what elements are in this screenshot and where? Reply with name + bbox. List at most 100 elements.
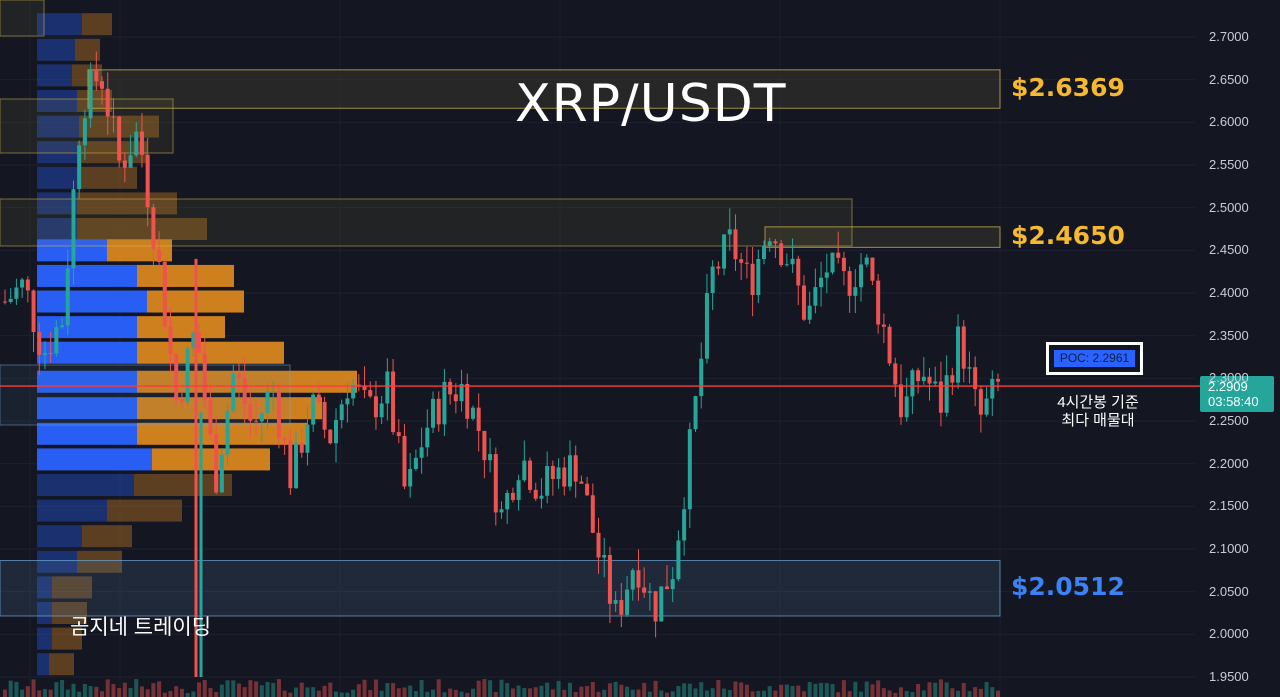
candle-body (117, 116, 122, 161)
profile-bar-sell (77, 550, 122, 573)
volume-bar (488, 680, 493, 697)
profile-bar-buy (37, 192, 77, 215)
candle-body (801, 285, 806, 320)
candle-body (54, 327, 59, 354)
volume-bar (31, 679, 36, 697)
volume-bar (539, 685, 544, 697)
volume-bar (870, 684, 875, 697)
volume-bar (151, 683, 156, 697)
profile-bar-sell (49, 653, 74, 676)
candle-body (642, 587, 647, 593)
profile-bar-sell (82, 525, 132, 548)
volume-bar (762, 690, 767, 697)
candle-body (699, 358, 704, 397)
volume-bar (373, 679, 378, 697)
volume-bar (100, 691, 105, 697)
candle-body (790, 258, 795, 265)
candle-body (573, 455, 578, 482)
volume-bar (185, 692, 190, 697)
volume-bar (145, 689, 150, 697)
volume-bar (898, 687, 903, 697)
candle-body (322, 402, 327, 430)
volume-bar (197, 682, 202, 697)
profile-bar-sell (77, 166, 137, 189)
candle-body (94, 69, 99, 82)
volume-bar (242, 687, 247, 697)
profile-bar-buy (37, 141, 77, 164)
candle-body (3, 301, 7, 303)
candle-body (756, 259, 761, 296)
volume-bar (773, 690, 778, 697)
volume-bar (208, 687, 213, 697)
profile-bar-buy (37, 422, 137, 445)
volume-bar (693, 688, 698, 697)
volume-bar (54, 682, 59, 697)
candle-body (294, 442, 299, 489)
candle-body (944, 375, 949, 413)
profile-bar-sell (137, 316, 225, 339)
profile-bar-sell (134, 474, 232, 496)
volume-bar (94, 686, 99, 697)
candle-body (431, 398, 436, 428)
volume-bar (179, 688, 184, 697)
volume-bar (71, 683, 76, 697)
volume-bar (819, 682, 824, 697)
volume-bar (436, 679, 441, 697)
candle-body (288, 440, 293, 489)
volume-bar (379, 690, 384, 697)
volume-bar (619, 684, 624, 697)
candle-body (82, 118, 87, 146)
volume-bar (334, 691, 338, 697)
candle-body (128, 155, 133, 168)
volume-bar (339, 692, 344, 697)
zone-label-lower: $2.0512 (1011, 572, 1125, 602)
volume-bar (214, 692, 219, 697)
candle-body (179, 399, 184, 403)
candle-body (225, 410, 230, 455)
candle-body (65, 268, 70, 326)
volume-bar (876, 680, 881, 697)
candle-body (362, 386, 367, 391)
volume-bar (699, 682, 704, 697)
volume-bar (984, 682, 989, 697)
candle-body (784, 264, 789, 266)
volume-bar (933, 682, 938, 697)
volume-bar (859, 691, 864, 697)
candle-body (419, 447, 424, 458)
volume-bar (704, 690, 709, 697)
volume-bar (636, 689, 641, 697)
volume-bar (779, 684, 784, 697)
candle-body (345, 398, 350, 405)
volume-bar (202, 679, 207, 697)
y-tick-label: 2.0000 (1209, 626, 1249, 642)
volume-bar (996, 690, 1000, 697)
volume-bar (65, 689, 70, 697)
candle-body (881, 324, 886, 327)
volume-bar (893, 692, 898, 697)
volume-bar (362, 679, 367, 697)
candle-body (20, 279, 25, 288)
candle-body (864, 257, 869, 265)
candle-body (488, 454, 493, 461)
volume-bar (938, 679, 943, 697)
volume-bar (499, 679, 504, 697)
volume-bar (396, 688, 401, 697)
candle-body (493, 454, 498, 513)
candle-body (88, 69, 93, 119)
y-tick-label: 2.3500 (1209, 327, 1249, 343)
candle-body (813, 287, 818, 306)
y-tick-label: 2.2500 (1209, 413, 1249, 428)
volume-bar (864, 681, 869, 697)
candle-body (157, 249, 162, 263)
candle-body (77, 145, 82, 190)
volume-bar (442, 692, 447, 697)
candle-body (254, 420, 259, 422)
watermark: 곰지네 트레이딩 (70, 616, 212, 639)
candle-body (259, 412, 264, 422)
volume-bar (117, 687, 122, 697)
candle-body (482, 430, 487, 461)
profile-bar-sell (77, 218, 207, 240)
volume-bar (910, 692, 915, 697)
candle-body (550, 465, 555, 479)
